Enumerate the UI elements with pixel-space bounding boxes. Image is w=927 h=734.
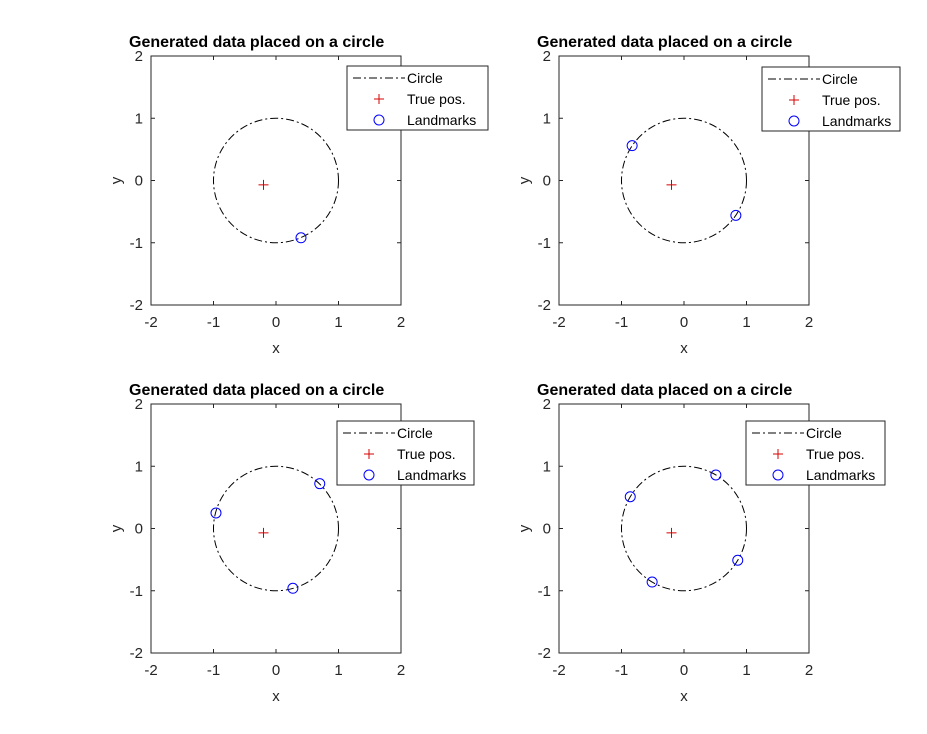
y-tick-label: 1 xyxy=(543,110,551,127)
true-pos-marker xyxy=(258,179,269,190)
x-tick-label: 0 xyxy=(272,314,280,331)
true-pos-marker xyxy=(258,527,269,538)
landmark-marker xyxy=(295,232,307,244)
legend-entry-label: Landmarks xyxy=(407,112,476,128)
y-tick-label: 0 xyxy=(543,173,551,190)
y-tick-label: 2 xyxy=(543,48,551,65)
landmark-marker xyxy=(710,469,722,481)
landmark-marker xyxy=(732,554,744,566)
legend: Circle True pos. Landmarks xyxy=(761,66,901,132)
y-tick-label: -1 xyxy=(130,583,143,600)
y-axis-label: y xyxy=(516,524,533,532)
legend-entry-label: Landmarks xyxy=(397,467,466,483)
x-tick-label: 2 xyxy=(805,314,813,331)
y-tick-label: -2 xyxy=(130,297,143,314)
x-tick-label: 0 xyxy=(272,662,280,679)
y-tick-label: -2 xyxy=(538,297,551,314)
legend-swatch-landmarks xyxy=(373,114,385,126)
x-tick-label: -2 xyxy=(552,662,565,679)
landmark-marker xyxy=(730,209,742,221)
y-tick-label: -2 xyxy=(538,645,551,662)
chart-title: Generated data placed on a circle xyxy=(129,382,384,399)
y-tick-label: 2 xyxy=(543,396,551,413)
legend-entry-label: True pos. xyxy=(407,91,466,107)
circle-curve xyxy=(213,465,339,592)
y-tick-label: 1 xyxy=(135,458,143,475)
x-tick-label: 1 xyxy=(742,662,750,679)
legend-entry-label: True pos. xyxy=(397,446,456,462)
legend-entry-label: True pos. xyxy=(806,446,865,462)
y-tick-label: 2 xyxy=(135,396,143,413)
x-axis-label: x xyxy=(272,340,280,357)
y-tick-label: 2 xyxy=(135,48,143,65)
x-tick-label: -1 xyxy=(615,314,628,331)
circle-curve xyxy=(621,465,747,592)
legend: Circle True pos. Landmarks xyxy=(336,420,475,486)
x-tick-label: -1 xyxy=(207,314,220,331)
legend-entry-label: Circle xyxy=(407,70,443,86)
legend-entry-label: Circle xyxy=(822,71,858,87)
y-tick-label: -1 xyxy=(538,235,551,252)
landmark-marker xyxy=(646,576,658,588)
legend-swatch-landmarks xyxy=(363,469,375,481)
x-tick-label: 2 xyxy=(805,662,813,679)
chart-title: Generated data placed on a circle xyxy=(537,34,792,51)
landmark-marker xyxy=(626,140,638,152)
legend-swatch-landmarks xyxy=(772,469,784,481)
y-tick-label: -1 xyxy=(130,235,143,252)
y-tick-label: 0 xyxy=(135,173,143,190)
legend: Circle True pos. Landmarks xyxy=(346,65,489,131)
landmark-marker xyxy=(210,507,222,519)
y-tick-label: 1 xyxy=(543,458,551,475)
x-tick-label: -2 xyxy=(552,314,565,331)
x-axis-label: x xyxy=(680,688,688,705)
circle-curve xyxy=(621,117,747,244)
chart-title: Generated data placed on a circle xyxy=(129,34,384,51)
y-axis-label: y xyxy=(108,176,125,184)
legend-box xyxy=(336,420,475,486)
legend-swatch-landmarks xyxy=(788,115,800,127)
x-tick-label: -1 xyxy=(207,662,220,679)
x-tick-label: 1 xyxy=(334,662,342,679)
legend: Circle True pos. Landmarks xyxy=(745,420,886,486)
x-tick-label: 0 xyxy=(680,662,688,679)
y-tick-label: 0 xyxy=(543,521,551,538)
circle-curve xyxy=(213,117,339,244)
landmark-marker xyxy=(314,478,326,490)
true-pos-marker xyxy=(666,179,677,190)
x-tick-label: 2 xyxy=(397,662,405,679)
true-pos-marker xyxy=(666,527,677,538)
legend-box xyxy=(761,66,901,132)
y-axis-label: y xyxy=(108,524,125,532)
x-tick-label: 1 xyxy=(742,314,750,331)
y-tick-label: 0 xyxy=(135,521,143,538)
legend-entry-label: Circle xyxy=(806,425,842,441)
y-tick-label: 1 xyxy=(135,110,143,127)
landmark-marker xyxy=(287,582,299,594)
landmark-marker xyxy=(624,491,636,503)
legend-box xyxy=(745,420,886,486)
x-tick-label: 2 xyxy=(397,314,405,331)
chart-title: Generated data placed on a circle xyxy=(537,382,792,399)
x-tick-label: 1 xyxy=(334,314,342,331)
legend-box xyxy=(346,65,489,131)
x-tick-label: 0 xyxy=(680,314,688,331)
legend-entry-label: Landmarks xyxy=(806,467,875,483)
x-tick-label: -1 xyxy=(615,662,628,679)
y-tick-label: -2 xyxy=(130,645,143,662)
x-tick-label: -2 xyxy=(144,662,157,679)
legend-entry-label: Landmarks xyxy=(822,113,891,129)
x-axis-label: x xyxy=(272,688,280,705)
y-tick-label: -1 xyxy=(538,583,551,600)
x-axis-label: x xyxy=(680,340,688,357)
legend-entry-label: Circle xyxy=(397,425,433,441)
x-tick-label: -2 xyxy=(144,314,157,331)
legend-entry-label: True pos. xyxy=(822,92,881,108)
y-axis-label: y xyxy=(516,176,533,184)
